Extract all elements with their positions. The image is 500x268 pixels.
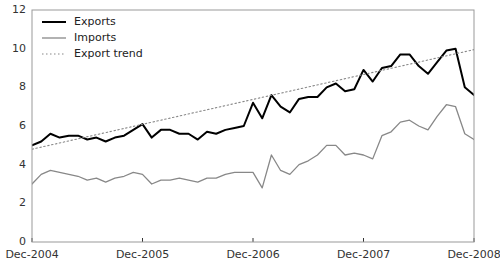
chart: 0 2 4 6 8 10 12 Dec-2004 Dec-2005 Dec-2006 Dec-200…: [0, 0, 500, 268]
legend-swatch: [42, 37, 66, 38]
legend-swatch: [42, 21, 66, 23]
legend-label: Imports: [74, 31, 117, 44]
plot-lines: [32, 49, 474, 188]
y-tick-label: 4: [19, 158, 26, 171]
y-tick-label: 2: [19, 196, 26, 209]
legend-label: Export trend: [74, 47, 143, 60]
y-tick-label: 12: [12, 3, 26, 16]
x-tick: [142, 238, 143, 242]
y-tick-label: 8: [19, 80, 26, 93]
y-tick-label: 0: [19, 235, 26, 248]
series-line: [32, 105, 474, 188]
legend-label: Exports: [74, 15, 116, 28]
y-tick-label: 6: [19, 119, 26, 132]
x-tick-label: Dec-2006: [226, 248, 279, 261]
x-tick-label: Dec-2005: [116, 248, 169, 261]
plot-frame: [32, 10, 474, 242]
y-tick-label: 10: [12, 42, 26, 55]
series-line: [32, 50, 474, 150]
x-tick-label: Dec-2004: [5, 248, 58, 261]
x-tick-label: Dec-2008: [447, 248, 500, 261]
x-tick-label: Dec-2007: [337, 248, 390, 261]
x-tick: [253, 238, 254, 242]
series-line: [32, 49, 474, 146]
x-tick: [363, 238, 364, 242]
legend: Exports Imports Export trend: [42, 15, 143, 60]
legend-swatch: [42, 53, 66, 54]
